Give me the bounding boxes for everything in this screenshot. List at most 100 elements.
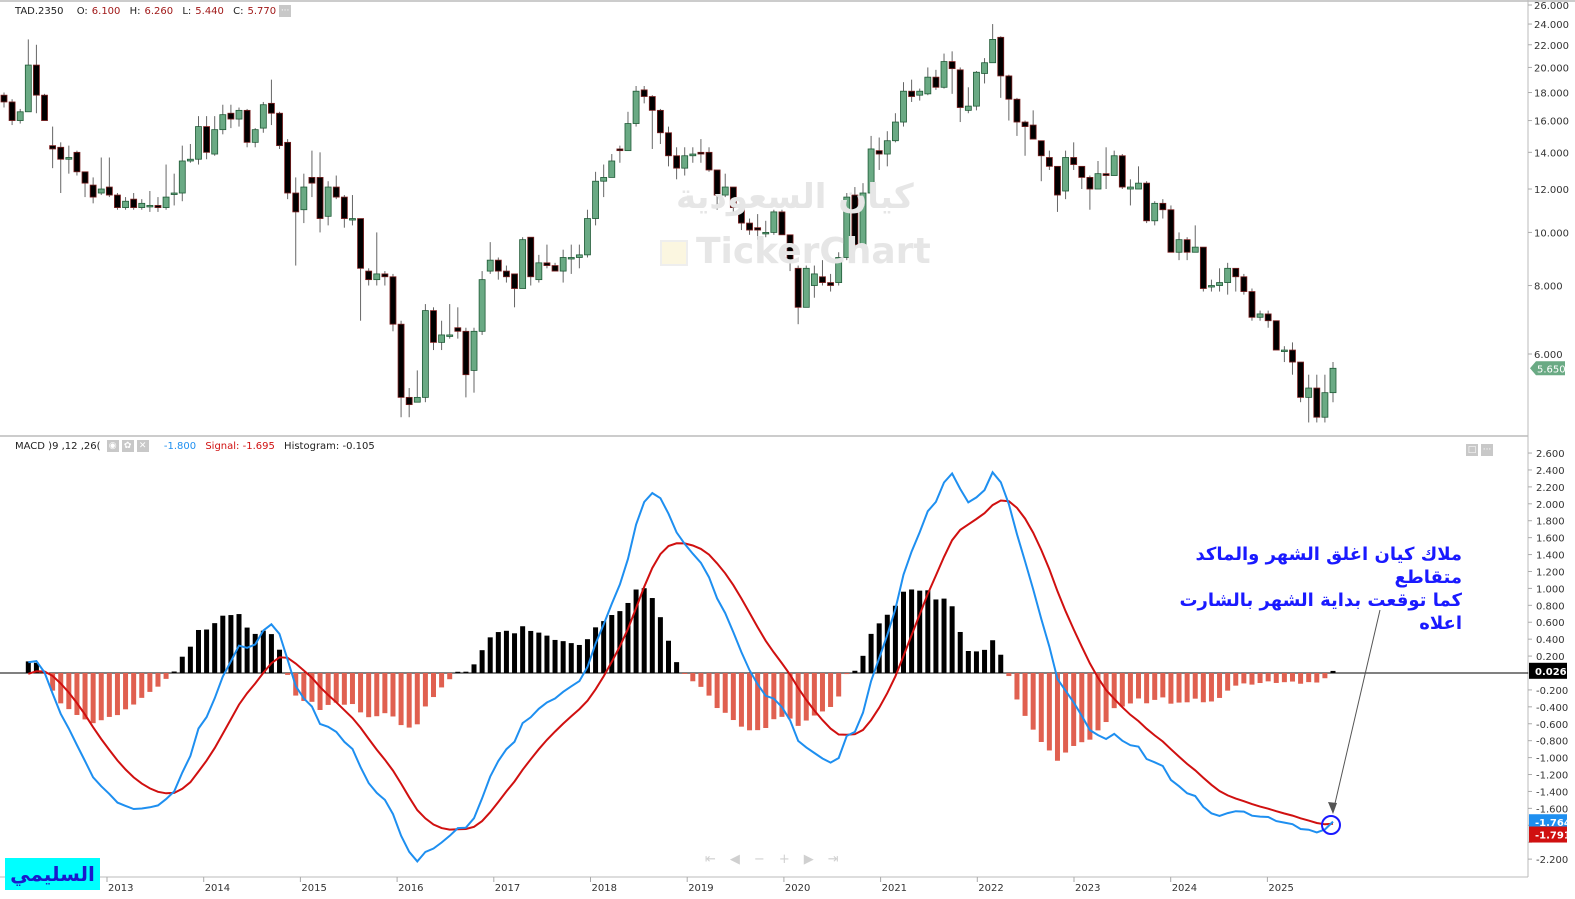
candle xyxy=(705,147,713,172)
candle xyxy=(697,139,705,163)
histogram-bar xyxy=(917,590,923,673)
histogram-bar xyxy=(576,644,582,673)
candle-body-down xyxy=(430,310,437,343)
histogram-bar xyxy=(674,662,680,673)
candle xyxy=(1224,262,1232,295)
histogram-bar xyxy=(698,673,704,687)
close-icon[interactable]: ✕ xyxy=(136,440,149,452)
candle xyxy=(308,150,316,198)
candle xyxy=(154,197,162,212)
histogram-bar xyxy=(1233,673,1239,686)
candle-body-down xyxy=(454,327,462,332)
time-tick-label: 2025 xyxy=(1268,883,1293,894)
candle-body-down xyxy=(397,323,405,398)
candle-body-up xyxy=(146,205,154,208)
candle xyxy=(875,137,883,170)
candle xyxy=(1248,288,1256,321)
histogram-bar xyxy=(1225,673,1231,691)
candle xyxy=(381,271,389,286)
candle-body-down xyxy=(738,209,745,224)
macd-tick-label: 0.800 xyxy=(1536,601,1565,612)
last-button[interactable]: ⇥ xyxy=(827,852,853,867)
settings-gear-icon[interactable]: ✿ xyxy=(121,440,134,452)
zoom-in-button[interactable]: + xyxy=(778,852,804,867)
candle xyxy=(1143,181,1151,224)
candle xyxy=(486,242,494,274)
histogram-bar xyxy=(1168,673,1174,704)
candle-body-down xyxy=(997,36,1005,77)
candle xyxy=(948,51,956,94)
histogram-bar xyxy=(301,673,307,701)
signal-value: -1.695 xyxy=(242,441,275,452)
histogram-bar xyxy=(1152,673,1158,700)
histogram-bar xyxy=(892,605,898,673)
histogram-bar xyxy=(50,673,56,691)
histogram-bar xyxy=(220,615,226,673)
candle xyxy=(1313,374,1321,423)
candle xyxy=(1078,165,1086,190)
price-tick-label: 12.000 xyxy=(1534,185,1569,196)
time-tick-label: 2014 xyxy=(205,883,230,894)
candle xyxy=(1135,166,1142,190)
histogram-bar xyxy=(503,630,509,673)
candle xyxy=(0,92,8,108)
visibility-eye-icon[interactable]: ◉ xyxy=(106,440,119,452)
price-tick-label: 6.000 xyxy=(1534,350,1563,361)
histogram-bar xyxy=(860,655,866,673)
histogram-bar xyxy=(1087,673,1093,740)
candle-body-up xyxy=(810,273,818,286)
histogram-bar xyxy=(1322,673,1328,679)
candle xyxy=(616,145,624,163)
histogram-bar xyxy=(285,673,291,675)
candle-body-up xyxy=(859,192,867,248)
candle xyxy=(1199,246,1207,292)
more-options-button[interactable]: ··· xyxy=(279,5,292,17)
candle xyxy=(1021,120,1029,156)
candle-body-up xyxy=(924,76,932,95)
next-button[interactable]: ▶ xyxy=(803,852,828,867)
candle xyxy=(802,265,810,308)
candle-body-down xyxy=(786,234,794,261)
candle-body-up xyxy=(438,334,445,343)
histogram-bar xyxy=(722,673,728,713)
candle xyxy=(770,209,778,235)
candle xyxy=(138,199,146,210)
candle xyxy=(567,244,575,274)
watermark-arabic: كيان السعودية xyxy=(676,177,914,217)
first-button[interactable]: ⇤ xyxy=(705,852,730,867)
histogram-bar xyxy=(422,673,428,707)
candle-body-up xyxy=(916,90,924,96)
candle xyxy=(373,232,381,286)
candle xyxy=(211,116,219,156)
candle-body-up xyxy=(122,200,129,208)
time-tick-label: 2013 xyxy=(108,883,133,894)
maximize-pane-icon[interactable]: □ xyxy=(1466,443,1478,456)
candle-body-up xyxy=(519,239,527,289)
pane-more-icon[interactable]: ··· xyxy=(1481,443,1493,456)
candle xyxy=(478,271,486,335)
candle-body-down xyxy=(754,227,762,231)
candle-body-down xyxy=(8,101,16,121)
candle xyxy=(1321,374,1329,423)
candle-body-down xyxy=(1005,75,1013,100)
zoom-out-button[interactable]: − xyxy=(753,852,779,867)
candle-body-down xyxy=(1313,387,1321,418)
candle-body-down xyxy=(1183,239,1191,253)
histogram-bar xyxy=(803,673,809,721)
candle-body-up xyxy=(681,155,689,169)
histogram-bar xyxy=(755,673,761,731)
candle xyxy=(8,99,16,126)
candle-body-down xyxy=(511,273,518,289)
candle xyxy=(89,177,97,204)
candle-body-down xyxy=(697,151,705,155)
candle xyxy=(1070,142,1078,170)
candle xyxy=(413,370,421,403)
candle-body-up xyxy=(770,211,778,233)
histogram-bar xyxy=(260,630,266,673)
histogram-bar xyxy=(90,673,96,724)
macd-tick-label: -0.800 xyxy=(1536,737,1568,748)
prev-button[interactable]: ◀ xyxy=(729,852,754,867)
candle-body-up xyxy=(802,267,810,308)
candle-body-up xyxy=(559,257,567,272)
